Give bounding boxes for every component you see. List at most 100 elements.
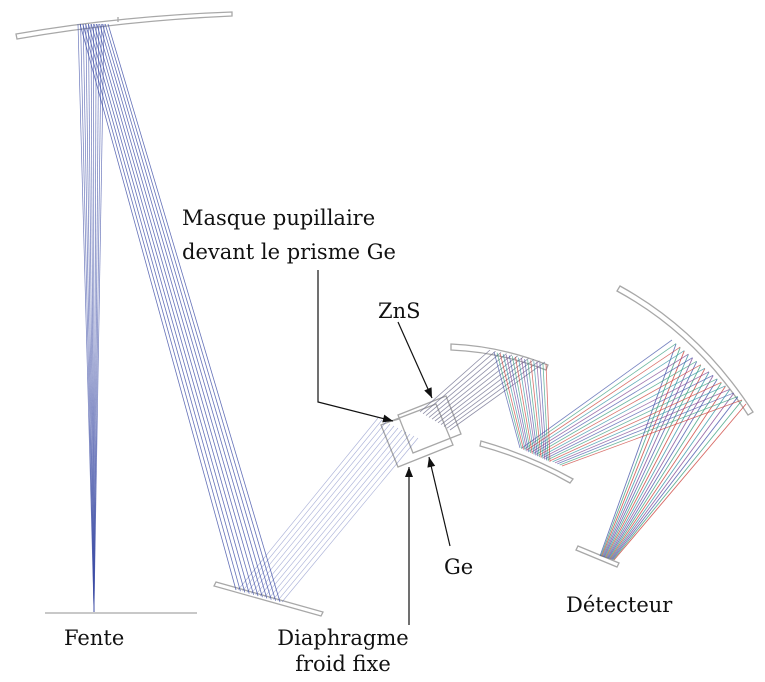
- ray-mirror3-detector: [611, 393, 735, 560]
- ray-mirror3-detector: [609, 386, 726, 560]
- ray-mirror3-detector: [605, 368, 706, 558]
- ray-slit-collimator: [93, 23, 100, 613]
- fold-mirror: [213, 581, 324, 617]
- ray-mirror2-mirror3: [526, 346, 681, 451]
- ray-slit-collimator: [88, 23, 95, 613]
- ray-mirror3-detector: [606, 372, 710, 559]
- ray-mirror3-detector: [601, 350, 685, 557]
- arrow-diaphragme-head: [405, 467, 413, 477]
- label-detecteur: Détecteur: [566, 593, 673, 617]
- label-masque-line1: Masque pupillaire: [182, 206, 376, 230]
- ray-fold-prism: [281, 437, 419, 603]
- ray-mirror3-detector: [602, 357, 693, 558]
- ray-prism-mirror1: [419, 349, 491, 413]
- label-diaphragme-line1: Diaphragme: [277, 626, 409, 650]
- ray-slit-collimator: [85, 23, 95, 613]
- arrow-ge-head: [427, 457, 436, 468]
- camera-mirror-3: [616, 285, 754, 416]
- camera-mirror-1: [450, 343, 549, 371]
- ray-slit-collimator: [82, 23, 95, 613]
- ray-mirror2-mirror3: [535, 360, 697, 455]
- ray-mirror3-detector: [610, 389, 730, 560]
- ray-mirror2-mirror3: [531, 353, 689, 453]
- ray-mirror2-mirror3: [559, 396, 739, 466]
- ray-mirror2-mirror3: [542, 371, 710, 458]
- ray-slit-collimator: [93, 23, 97, 613]
- ray-fold-prism: [264, 429, 403, 598]
- ray-mirror1-mirror2: [511, 356, 531, 454]
- label-fente: Fente: [64, 626, 125, 650]
- ray-mirror1-mirror2: [533, 361, 544, 459]
- ray-collimator-fold: [93, 23, 259, 597]
- ray-collimator-fold: [104, 23, 276, 601]
- ray-prism-mirror1: [422, 350, 496, 415]
- ray-mirror1-mirror2: [527, 359, 540, 458]
- ray-mirror2-mirror3: [552, 385, 726, 463]
- ray-mirror1-mirror2: [496, 352, 523, 449]
- ray-fold-prism: [255, 425, 395, 595]
- ray-fold-prism: [250, 423, 391, 594]
- ray-mirror1-mirror2: [521, 358, 537, 456]
- ray-fold-prism: [272, 433, 411, 600]
- ray-mirror2-mirror3: [538, 364, 702, 456]
- ray-mirror1-mirror2: [518, 357, 535, 455]
- ray-mirror1-mirror2: [502, 354, 526, 451]
- ray-mirror2-mirror3: [545, 374, 714, 459]
- ray-mirror3-detector: [613, 403, 747, 561]
- ray-bundles: [77, 23, 747, 613]
- ray-slit-collimator: [93, 23, 102, 613]
- ray-mirror1-mirror2: [545, 363, 551, 463]
- ray-mirror1-mirror2: [499, 353, 524, 450]
- ray-mirror3-detector: [607, 379, 718, 559]
- ray-collimator-fold: [99, 23, 268, 599]
- ray-mirror1-mirror2: [530, 360, 542, 458]
- ray-mirror3-detector: [599, 343, 677, 557]
- arrow-ge: [428, 456, 451, 547]
- ray-slit-collimator: [93, 23, 105, 613]
- ge-prism: [380, 403, 454, 468]
- ray-slit-collimator: [90, 23, 95, 613]
- label-masque-line2: devant le prisme Ge: [182, 240, 396, 264]
- arrow-masque-head: [382, 414, 393, 423]
- ray-mirror3-detector: [600, 347, 681, 557]
- ray-mirror2-mirror3: [533, 357, 693, 454]
- camera-mirror-2: [479, 440, 574, 484]
- collimator-mirror: [15, 11, 233, 40]
- ray-collimator-fold: [96, 23, 263, 598]
- ray-mirror1-mirror2: [536, 361, 546, 460]
- ray-mirror3-detector: [602, 354, 689, 557]
- ray-collimator-fold: [107, 23, 281, 603]
- ray-fold-prism: [246, 421, 387, 593]
- ray-mirror2-mirror3: [521, 339, 673, 449]
- zns-prism: [397, 395, 462, 454]
- ray-mirror1-mirror2: [542, 363, 549, 462]
- ray-prism-mirror1: [446, 360, 540, 429]
- ray-prism-mirror1: [443, 359, 535, 427]
- ray-prism-mirror1: [431, 354, 513, 420]
- leader-arrows: [317, 270, 451, 625]
- ray-mirror2-mirror3: [547, 378, 718, 461]
- ray-slit-collimator: [77, 23, 95, 613]
- ray-slit-collimator: [80, 23, 95, 613]
- ray-mirror2-mirror3: [550, 381, 722, 462]
- ray-prism-mirror1: [425, 352, 502, 416]
- ray-fold-prism: [277, 435, 415, 601]
- ray-mirror1-mirror2: [493, 351, 521, 449]
- ray-fold-prism: [237, 417, 379, 591]
- ray-mirror3-detector: [603, 361, 697, 558]
- ray-mirror2-mirror3: [524, 343, 677, 450]
- ray-prism-mirror1: [440, 358, 529, 425]
- ray-mirror1-mirror2: [539, 362, 547, 461]
- ray-mirror3-detector: [608, 382, 722, 559]
- arrow-zns: [397, 321, 433, 399]
- ray-mirror1-mirror2: [524, 359, 539, 457]
- label-ge: Ge: [444, 555, 474, 579]
- ray-collimator-fold: [85, 23, 246, 593]
- pupil-mask: [391, 418, 400, 422]
- ray-mirror2-mirror3: [561, 399, 743, 467]
- ray-mirror3-detector: [611, 396, 739, 560]
- ray-mirror2-mirror3: [528, 350, 685, 452]
- ray-mirror1-mirror2: [515, 356, 533, 454]
